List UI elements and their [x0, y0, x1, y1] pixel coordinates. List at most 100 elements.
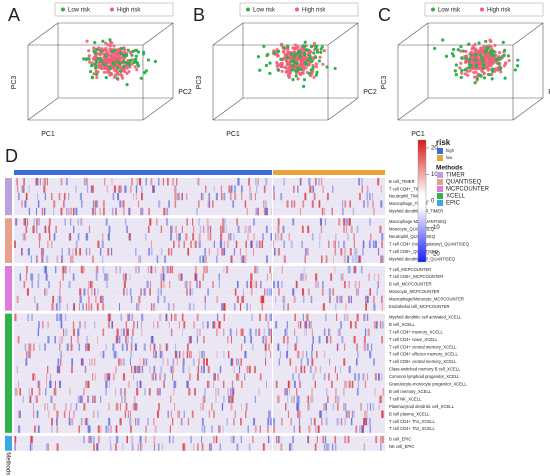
heat-cell — [265, 313, 268, 322]
heat-cell — [43, 185, 46, 193]
heat-cell — [70, 336, 72, 344]
heat-cell — [337, 343, 339, 351]
point — [499, 66, 503, 70]
heat-cell — [108, 403, 110, 411]
point — [299, 67, 303, 71]
point — [135, 68, 139, 72]
heat-cell — [198, 240, 201, 249]
point — [302, 78, 307, 82]
heat-row — [14, 395, 385, 404]
point — [295, 61, 299, 65]
heat-cell — [86, 178, 88, 186]
heat-cell — [17, 336, 19, 344]
heat-cell — [306, 395, 309, 404]
point — [302, 68, 306, 72]
point — [490, 77, 494, 81]
method-bar — [5, 218, 12, 263]
heat-cell — [58, 365, 61, 374]
heat-cell — [291, 200, 293, 208]
heat-cell — [231, 336, 232, 344]
heat-cell — [293, 395, 295, 404]
heat-cell — [307, 313, 309, 322]
point — [112, 62, 116, 66]
heat-cell — [19, 273, 21, 281]
heat-cell — [178, 410, 180, 418]
point — [280, 69, 284, 73]
heat-cell — [368, 192, 371, 201]
heat-cell — [348, 380, 351, 389]
heat-cell — [208, 192, 211, 201]
heat-cell — [321, 288, 324, 296]
heat-cell — [340, 273, 343, 281]
heat-cell — [372, 403, 375, 411]
heat-cell — [366, 343, 369, 351]
side-label: Methods — [4, 452, 10, 475]
heat-cell — [275, 295, 277, 304]
heat-cell — [141, 207, 144, 216]
legend-label: low — [446, 155, 453, 160]
heat-cell — [233, 233, 235, 241]
heat-cell — [48, 225, 51, 234]
heat-cell — [43, 265, 46, 274]
heat-cell — [219, 425, 221, 433]
heat-cell — [146, 280, 149, 289]
legend-dot — [431, 7, 435, 12]
heat-cell — [380, 200, 382, 208]
heat-cell — [56, 425, 59, 433]
heat-cell — [79, 248, 82, 256]
heat-cell — [292, 373, 295, 381]
heat-cell — [163, 380, 165, 389]
heat-cell — [132, 365, 134, 374]
heat-cell — [17, 410, 20, 418]
point — [133, 59, 137, 63]
heat-cell — [92, 373, 94, 381]
point — [298, 55, 303, 59]
heat-cell — [135, 192, 138, 201]
heat-cell — [131, 435, 133, 444]
heat-cell — [280, 443, 283, 451]
heat-cell — [312, 373, 315, 381]
row-label: T cell CD4+ memory_XCELL — [389, 329, 443, 334]
heat-cell — [381, 233, 384, 241]
heat-cell — [202, 192, 204, 201]
heat-cell — [223, 265, 225, 274]
heat-cell — [195, 273, 198, 281]
heat-cell — [249, 192, 251, 201]
heat-cell — [175, 185, 177, 193]
heat-cell — [132, 328, 134, 336]
heat-cell — [130, 350, 133, 359]
heat-cell — [263, 207, 266, 216]
heat-cell — [359, 255, 361, 263]
heat-cell — [278, 288, 280, 296]
heat-cell — [72, 207, 75, 216]
point — [474, 63, 479, 67]
heat-cell — [136, 178, 139, 186]
point — [481, 66, 486, 70]
heat-cell — [380, 185, 383, 193]
point — [490, 69, 495, 74]
point — [103, 65, 108, 69]
row-label: T cell CD4+ naive_XCELL — [389, 337, 438, 342]
heat-cell — [342, 273, 344, 281]
row-label: Common lymphoid progenitor_XCELL — [389, 374, 460, 379]
heat-row — [14, 417, 385, 426]
heat-cell — [228, 185, 231, 193]
heat-cell — [186, 218, 188, 226]
heat-cell — [294, 343, 297, 351]
heat-cell — [175, 178, 177, 186]
point — [104, 46, 108, 51]
heat-cell — [66, 343, 69, 351]
heat-cell — [59, 336, 61, 344]
heat-cell — [349, 248, 352, 256]
heat-cell — [87, 303, 90, 311]
heat-cell — [355, 358, 358, 366]
heat-cell — [232, 380, 234, 389]
heat-cell — [88, 248, 91, 256]
heat-cell — [307, 435, 309, 444]
heat-cell — [96, 265, 98, 274]
heat-cell — [299, 178, 301, 186]
heat-cell — [361, 425, 364, 433]
heat-cell — [180, 233, 181, 241]
heat-cell — [171, 225, 173, 234]
